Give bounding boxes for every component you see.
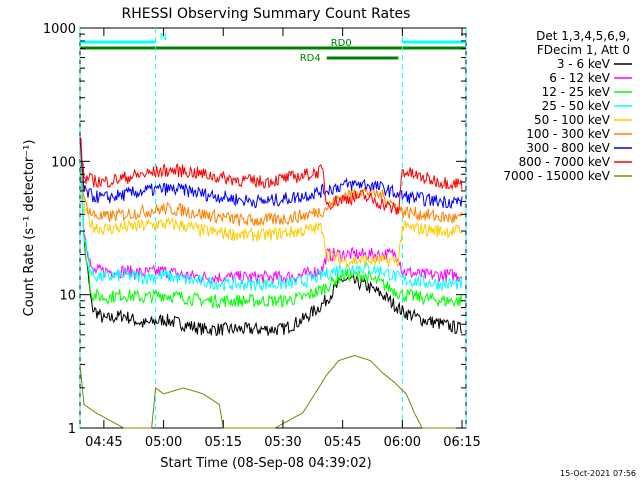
series-line-3 bbox=[79, 144, 463, 293]
legend-label-3: 25 - 50 keV bbox=[542, 99, 611, 113]
legend-label-7: 800 - 7000 keV bbox=[519, 155, 611, 169]
y-axis-label: Count Rate (s⁻¹ detector⁻¹) bbox=[22, 140, 37, 317]
x-tick-label-0: 04:45 bbox=[85, 435, 122, 450]
x-tick-label-2: 05:15 bbox=[205, 435, 242, 450]
legend-label-6: 300 - 800 keV bbox=[526, 141, 610, 155]
y-tick-label-0: 1 bbox=[68, 422, 76, 437]
x-tick-label-5: 06:00 bbox=[384, 435, 421, 450]
legend: Det 1,3,4,5,6,9, FDecim 1, Att 0 3 - 6 k… bbox=[503, 29, 632, 183]
legend-label-4: 50 - 100 keV bbox=[534, 113, 611, 127]
x-tick-label-6: 06:15 bbox=[443, 435, 480, 450]
plot-frame bbox=[79, 27, 467, 429]
legend-label-5: 100 - 300 keV bbox=[526, 127, 610, 141]
timestamp: 15-Oct-2021 07:56 bbox=[560, 469, 636, 478]
vlines-layer bbox=[79, 28, 467, 428]
legend-label-1: 6 - 12 keV bbox=[549, 71, 611, 85]
series-line-4 bbox=[79, 139, 463, 270]
series-line-7 bbox=[79, 136, 463, 215]
legend-header-line-2: FDecim 1, Att 0 bbox=[537, 43, 630, 57]
series-line-6 bbox=[79, 137, 463, 209]
x-tick-label-3: 05:30 bbox=[264, 435, 301, 450]
y-tick-label-3: 1000 bbox=[43, 22, 76, 37]
legend-header-line-1: Det 1,3,4,5,6,9, bbox=[536, 29, 630, 43]
x-tick-label-4: 05:45 bbox=[324, 435, 361, 450]
series-line-8 bbox=[79, 354, 462, 429]
x-axis-label: Start Time (08-Sep-08 04:39:02) bbox=[160, 456, 371, 471]
flags-layer: N RD0 RD4 bbox=[80, 32, 466, 64]
legend-label-8: 7000 - 15000 keV bbox=[503, 169, 610, 183]
y-tick-label-1: 10 bbox=[59, 289, 76, 304]
legend-label-2: 12 - 25 keV bbox=[542, 85, 611, 99]
legend-label-0: 3 - 6 keV bbox=[557, 57, 611, 71]
series-line-5 bbox=[79, 143, 463, 227]
ticks-layer: 04:45 05:00 05:15 05:30 05:45 06:00 06:15 1 10 10… bbox=[43, 22, 481, 450]
chart-title: RHESSI Observing Summary Count Rates bbox=[122, 6, 411, 22]
y-tick-label-2: 100 bbox=[51, 155, 76, 170]
flag-label-rd4: RD4 bbox=[300, 53, 321, 64]
plot-area: N RD0 RD4 04:45 05:00 05:15 05:30 05:45 06:00 06… bbox=[43, 22, 481, 450]
flag-label-n: N bbox=[160, 32, 167, 43]
series-layer bbox=[79, 136, 463, 429]
x-tick-label-1: 05:00 bbox=[145, 435, 182, 450]
flag-label-rd0: RD0 bbox=[331, 38, 352, 49]
series-line-2 bbox=[79, 147, 463, 309]
series-line-0 bbox=[79, 144, 463, 337]
